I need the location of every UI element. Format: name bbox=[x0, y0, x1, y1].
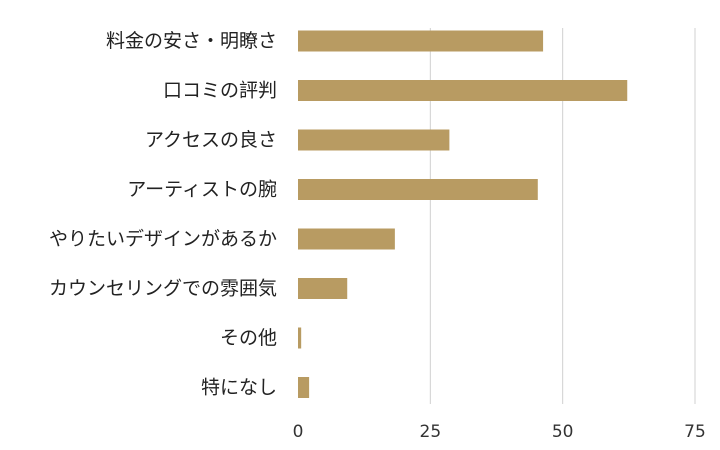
bar-4 bbox=[298, 228, 395, 250]
x-tick-label-75: 75 bbox=[684, 422, 706, 442]
bar-7 bbox=[298, 377, 310, 398]
bar-3 bbox=[298, 179, 538, 200]
category-label-7: 特になし bbox=[201, 377, 277, 399]
category-label-6: その他 bbox=[220, 327, 277, 349]
category-label-2: アクセスの良さ bbox=[145, 129, 277, 151]
category-label-1: 口コミの評判 bbox=[163, 80, 277, 102]
category-labels: 料金の安さ・明瞭さ口コミの評判アクセスの良さアーティストの腕やりたいデザインがあ… bbox=[49, 30, 277, 399]
x-axis-ticks: 0 25 50 75 bbox=[293, 422, 706, 442]
category-label-3: アーティストの腕 bbox=[127, 179, 277, 201]
category-label-5: カウンセリングでの雰囲気 bbox=[49, 278, 277, 300]
bar-6 bbox=[298, 327, 302, 349]
category-label-4: やりたいデザインがあるか bbox=[49, 228, 277, 250]
bar-5 bbox=[298, 278, 348, 299]
bar-1 bbox=[298, 80, 628, 101]
bars bbox=[298, 30, 628, 398]
x-tick-label-25: 25 bbox=[420, 422, 442, 442]
bar-2 bbox=[298, 129, 450, 151]
x-tick-label-50: 50 bbox=[552, 422, 574, 442]
category-label-0: 料金の安さ・明瞭さ bbox=[106, 30, 277, 52]
bar-0 bbox=[298, 30, 544, 52]
x-tick-label-0: 0 bbox=[293, 422, 304, 442]
